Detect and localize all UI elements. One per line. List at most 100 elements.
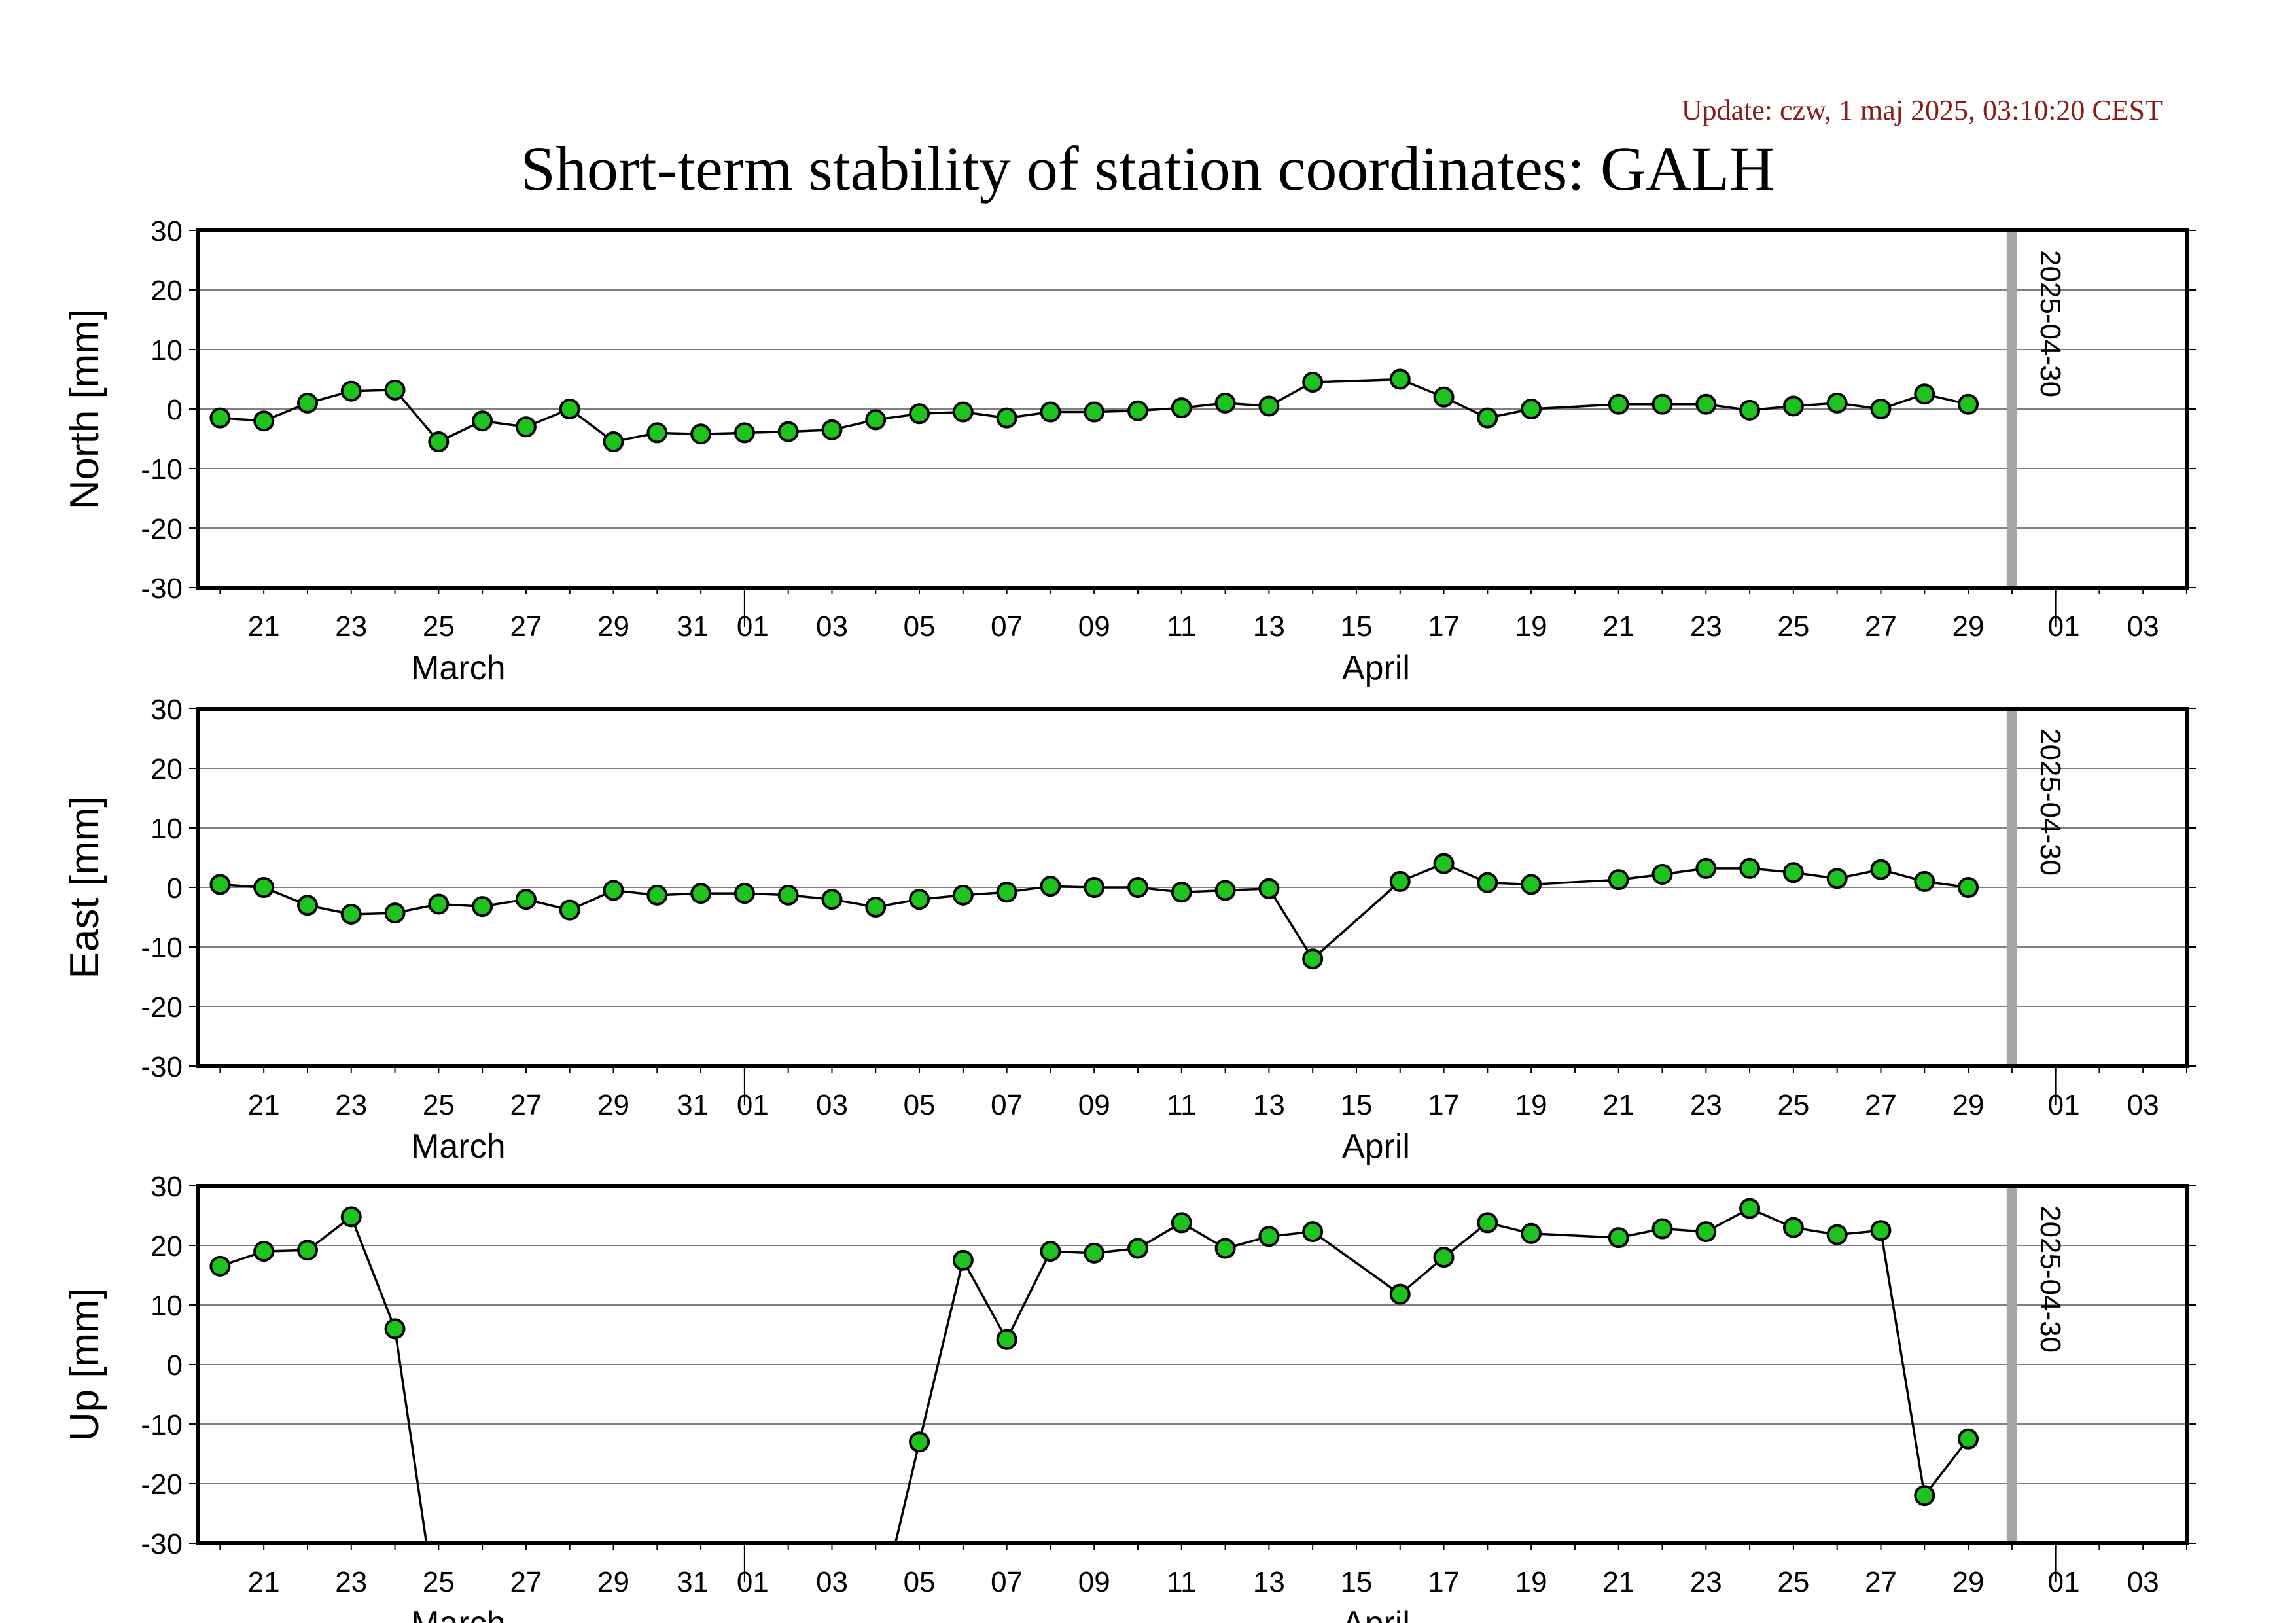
x-tick-label: 09 [1078,611,1110,643]
data-point [1389,368,1411,390]
x-tick-label: 29 [597,1089,629,1121]
data-point [777,884,799,906]
data-point [865,897,887,918]
data-point [1521,399,1542,419]
y-axis-label: North [mm] [62,309,107,510]
current-date-label: 2025-04-30 [2034,1205,2066,1353]
x-tick-label: 09 [1078,1089,1110,1121]
data-point [909,403,930,425]
x-tick-label: 25 [1777,1089,1809,1121]
y-tick-label: 10 [150,334,183,366]
x-tick-label: 31 [677,1566,709,1598]
x-tick-label: 05 [904,611,936,643]
data-point [1433,386,1455,408]
data-point [428,893,450,915]
data-point [515,889,537,910]
x-tick-label: 25 [1777,1566,1809,1598]
data-point [384,379,406,401]
y-tick-label: -20 [141,991,183,1024]
data-point [909,1431,930,1453]
series-line [219,1207,1969,1543]
x-tick-label: 15 [1340,1566,1372,1598]
data-point [340,1206,362,1228]
data-point [296,1240,318,1261]
x-tick-label: 23 [335,611,367,643]
x-tick-label: 11 [1167,611,1197,643]
x-tick-label: 23 [1690,1566,1722,1598]
x-tick-label: 27 [1865,1089,1897,1121]
data-point [1302,948,1324,970]
data-point [559,399,580,419]
data-point [1739,857,1761,879]
y-tick-label: 20 [150,1230,183,1262]
data-point [603,880,624,901]
data-point [1651,393,1673,415]
data-point [996,1329,1017,1350]
x-tick-label: 15 [1340,1089,1372,1121]
x-tick-label: 01 [2048,1566,2080,1598]
y-tick-label: -30 [141,573,183,605]
y-tick-label: 10 [150,1290,183,1322]
data-point [1084,877,1105,898]
x-tick-label: 27 [510,1089,542,1121]
y-tick-label: 0 [167,394,183,426]
data-point [1127,400,1149,421]
x-tick-label: 23 [1690,611,1722,643]
x-tick-label: 19 [1515,1089,1547,1121]
data-point [1389,870,1411,892]
data-point [1870,399,1892,419]
y-tick-label: 0 [167,872,183,904]
data-point [1477,872,1498,893]
data-point [1040,876,1061,897]
y-tick-label: -20 [141,513,183,545]
x-tick-label: 23 [335,1566,367,1598]
x-tick-label: 27 [510,611,542,643]
data-point [1214,880,1236,901]
x-tick-label: 21 [248,1566,280,1598]
data-point [1695,857,1717,879]
data-point [472,410,493,432]
data-point [1433,1247,1455,1268]
data-point [1214,1238,1236,1259]
data-point [1258,395,1280,417]
data-point [1040,401,1061,423]
data-point [1214,392,1236,414]
data-point [909,889,930,910]
data-point [1826,392,1848,414]
data-point [1258,878,1280,899]
y-tick-label: 0 [167,1349,183,1382]
data-point [253,1241,275,1262]
data-point [296,895,318,916]
data-point [821,889,843,910]
x-tick-label: 29 [597,1566,629,1598]
data-point [1870,1220,1892,1241]
data-point [603,431,624,453]
x-tick-label: 01 [2048,611,2080,643]
x-tick-label: 05 [904,1089,936,1121]
y-tick-label: -30 [141,1051,183,1083]
data-point [1914,1485,1935,1507]
x-tick-label: 09 [1078,1566,1110,1598]
data-point [1040,1241,1061,1262]
x-tick-label: 21 [248,1089,280,1121]
data-point [1171,397,1192,419]
data-point [690,423,712,445]
x-tick-label: 03 [816,1089,848,1121]
data-point [646,884,668,906]
month-label: March [411,649,505,687]
x-tick-label: 07 [991,1089,1023,1121]
y-tick-label: 10 [150,813,183,845]
data-point [1477,407,1498,429]
x-tick-label: 19 [1515,1566,1547,1598]
x-tick-label: 29 [1952,1089,1985,1121]
data-point [952,884,974,906]
update-timestamp: Update: czw, 1 maj 2025, 03:10:20 CEST [1682,94,2163,126]
data-point [821,419,843,440]
data-point [1084,401,1105,423]
y-tick-label: -10 [141,1409,183,1441]
month-label: March [411,1128,505,1166]
data-point [1127,1238,1149,1259]
data-point [1433,853,1455,874]
